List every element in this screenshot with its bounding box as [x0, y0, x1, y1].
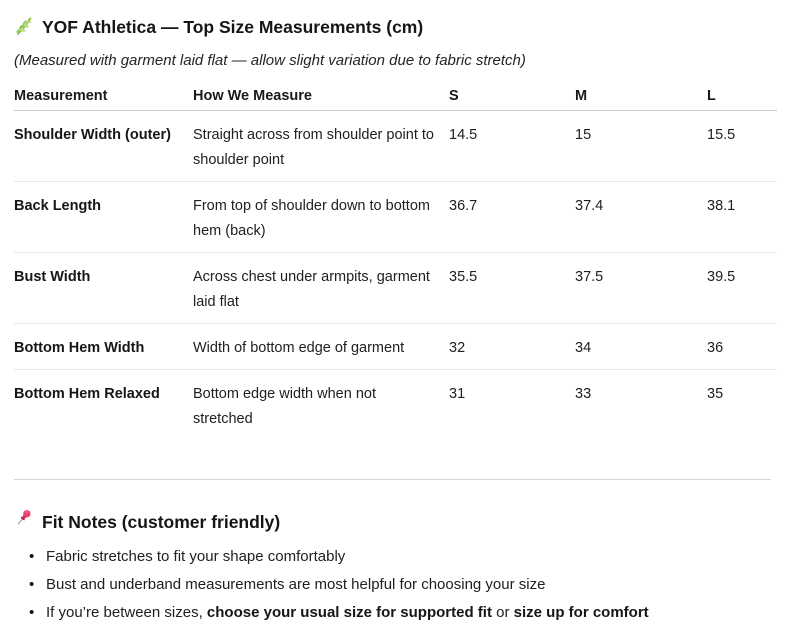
size-l-cell: 36 — [707, 323, 777, 370]
pushpin-icon — [14, 508, 34, 536]
measurement-cell: Bust Width — [14, 252, 193, 324]
size-s-cell: 14.5 — [449, 110, 575, 182]
list-item: If you’re between sizes, choose your usu… — [14, 599, 771, 627]
measurement-cell: Back Length — [14, 181, 193, 253]
table-row: Bust Width Across chest under armpits, g… — [14, 252, 777, 324]
note-text: If you’re between sizes, — [46, 604, 207, 621]
size-m-cell: 34 — [575, 323, 707, 370]
column-header-size-s: S — [449, 82, 575, 111]
column-header-size-l: L — [707, 82, 777, 111]
column-header-how-we-measure: How We Measure — [193, 82, 449, 111]
document: YOF Athletica — Top Size Measurements (c… — [0, 0, 785, 627]
column-header-size-m: M — [575, 82, 707, 111]
table-row: Back Length From top of shoulder down to… — [14, 181, 777, 253]
fit-notes-list: Fabric stretches to fit your shape comfo… — [14, 543, 771, 627]
note-text-bold: size up for comfort — [513, 604, 649, 621]
section-divider — [14, 479, 771, 480]
size-s-cell: 31 — [449, 386, 466, 402]
size-s-cell: 35.5 — [449, 252, 575, 324]
size-l-cell: 35 — [707, 386, 724, 402]
table-row: Bottom Hem Relaxed Bottom edge width whe… — [14, 370, 777, 441]
size-s-cell: 32 — [449, 323, 575, 370]
measurement-cell: Bottom Hem Width — [14, 323, 193, 370]
size-m-cell: 33 — [575, 386, 592, 402]
size-m-cell: 37.5 — [575, 252, 707, 324]
page-title-row: YOF Athletica — Top Size Measurements (c… — [14, 14, 771, 40]
table-row: Shoulder Width (outer) Straight across f… — [14, 110, 777, 182]
how-we-measure-cell: Straight across from shoulder point to s… — [193, 110, 449, 182]
how-we-measure-cell: Across chest under armpits, garment laid… — [193, 252, 449, 324]
size-l-cell: 15.5 — [707, 110, 777, 182]
list-item: Fabric stretches to fit your shape comfo… — [14, 543, 771, 571]
size-l-cell: 39.5 — [707, 252, 777, 324]
measurement-cell: Bottom Hem Relaxed — [14, 386, 160, 402]
page-title: YOF Athletica — Top Size Measurements (c… — [42, 17, 424, 37]
size-measurements-table: Measurement How We Measure S M L Shoulde… — [14, 82, 777, 440]
list-item: Bust and underband measurements are most… — [14, 571, 771, 599]
measurement-cell: Shoulder Width (outer) — [14, 110, 193, 182]
size-m-cell: 37.4 — [575, 181, 707, 253]
page-subtitle: (Measured with garment laid flat — allow… — [14, 52, 526, 69]
fit-notes-heading-row: Fit Notes (customer friendly) — [14, 508, 771, 536]
table-header-row: Measurement How We Measure S M L — [14, 82, 777, 111]
column-header-measurement: Measurement — [14, 82, 193, 111]
how-we-measure-cell: From top of shoulder down to bottom hem … — [193, 181, 449, 253]
note-text: or — [491, 604, 514, 621]
size-s-cell: 36.7 — [449, 181, 575, 253]
table-row: Bottom Hem Width Width of bottom edge of… — [14, 323, 777, 370]
note-text: Fabric stretches to fit your shape comfo… — [46, 548, 346, 565]
how-we-measure-cell: Width of bottom edge of garment — [193, 323, 449, 370]
herb-icon — [14, 17, 34, 37]
size-m-cell: 15 — [575, 110, 707, 182]
note-text-bold: choose your usual size for supported fit — [206, 604, 492, 621]
note-text: Bust and underband measurements are most… — [46, 576, 546, 593]
size-l-cell: 38.1 — [707, 181, 777, 253]
how-we-measure-cell: Bottom edge width when not stretched — [193, 386, 376, 427]
fit-notes-heading: Fit Notes (customer friendly) — [42, 511, 281, 532]
